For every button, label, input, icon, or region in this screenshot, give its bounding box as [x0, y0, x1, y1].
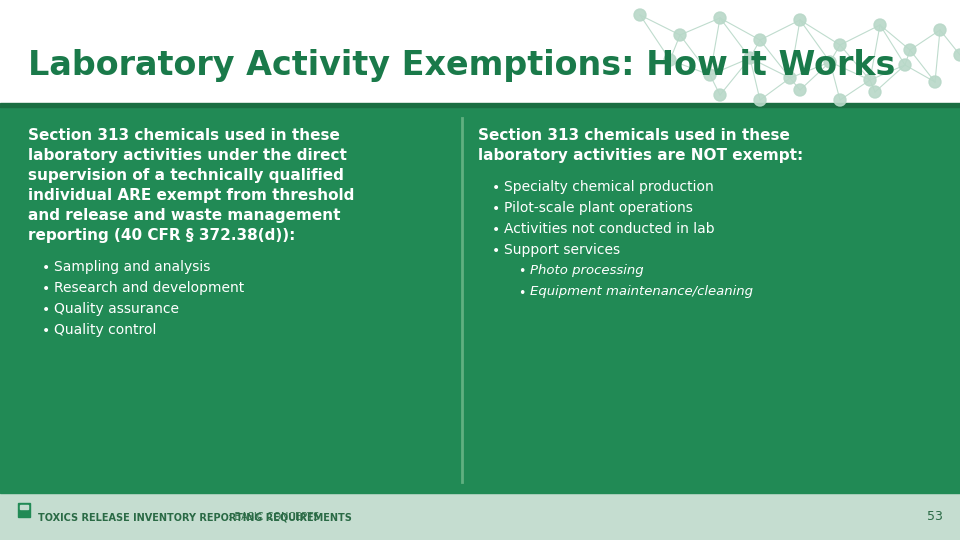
Text: 53: 53 — [927, 510, 943, 523]
Circle shape — [824, 56, 836, 68]
Bar — [0, 0, 960, 105]
Circle shape — [929, 76, 941, 88]
Text: and release and waste management: and release and waste management — [28, 208, 341, 223]
Text: •: • — [42, 261, 50, 275]
Circle shape — [904, 44, 916, 56]
Circle shape — [714, 89, 726, 101]
Text: Research and development: Research and development — [54, 281, 244, 295]
Circle shape — [954, 49, 960, 61]
Text: TOXICS RELEASE INVENTORY REPORTING REQUIREMENTS: TOXICS RELEASE INVENTORY REPORTING REQUI… — [38, 512, 352, 522]
Circle shape — [674, 29, 686, 41]
Circle shape — [794, 84, 806, 96]
Circle shape — [794, 14, 806, 26]
Bar — [0, 105, 960, 490]
Text: •: • — [492, 181, 500, 195]
Text: : BASIC CONCEPTS: : BASIC CONCEPTS — [228, 512, 320, 522]
Text: •: • — [42, 324, 50, 338]
Circle shape — [744, 52, 756, 64]
Text: Quality assurance: Quality assurance — [54, 302, 179, 316]
Text: Quality control: Quality control — [54, 323, 156, 337]
Text: •: • — [492, 202, 500, 216]
Text: laboratory activities under the direct: laboratory activities under the direct — [28, 148, 347, 163]
Text: Equipment maintenance/cleaning: Equipment maintenance/cleaning — [530, 285, 753, 298]
Text: Activities not conducted in lab: Activities not conducted in lab — [504, 222, 714, 236]
Text: reporting (40 CFR § 372.38(d)):: reporting (40 CFR § 372.38(d)): — [28, 228, 296, 243]
Text: Section 313 chemicals used in these: Section 313 chemicals used in these — [28, 128, 340, 143]
Circle shape — [714, 12, 726, 24]
Text: Photo processing: Photo processing — [530, 264, 643, 277]
Circle shape — [754, 34, 766, 46]
Circle shape — [874, 19, 886, 31]
Text: supervision of a technically qualified: supervision of a technically qualified — [28, 168, 344, 183]
Circle shape — [754, 94, 766, 106]
Text: •: • — [42, 303, 50, 317]
Bar — [20, 505, 28, 509]
Text: Sampling and analysis: Sampling and analysis — [54, 260, 210, 274]
Text: Specialty chemical production: Specialty chemical production — [504, 180, 713, 194]
Text: Laboratory Activity Exemptions: How it Works: Laboratory Activity Exemptions: How it W… — [28, 49, 896, 82]
Bar — [18, 503, 30, 517]
Bar — [0, 488, 960, 493]
Circle shape — [864, 74, 876, 86]
Text: individual ARE exempt from threshold: individual ARE exempt from threshold — [28, 188, 354, 203]
Text: •: • — [42, 282, 50, 296]
Circle shape — [634, 9, 646, 21]
Circle shape — [934, 24, 946, 36]
Circle shape — [834, 39, 846, 51]
Text: Section 313 chemicals used in these: Section 313 chemicals used in these — [478, 128, 790, 143]
Bar — [0, 490, 960, 540]
Circle shape — [704, 69, 716, 81]
Text: laboratory activities are NOT exempt:: laboratory activities are NOT exempt: — [478, 148, 804, 163]
Circle shape — [834, 94, 846, 106]
Text: •: • — [492, 223, 500, 237]
Circle shape — [784, 72, 796, 84]
Text: •: • — [492, 244, 500, 258]
Circle shape — [869, 86, 881, 98]
Text: Pilot-scale plant operations: Pilot-scale plant operations — [504, 201, 693, 215]
Text: •: • — [518, 287, 525, 300]
Text: Support services: Support services — [504, 243, 620, 257]
Bar — [0, 103, 960, 107]
Circle shape — [899, 59, 911, 71]
Text: •: • — [518, 266, 525, 279]
Circle shape — [664, 54, 676, 66]
